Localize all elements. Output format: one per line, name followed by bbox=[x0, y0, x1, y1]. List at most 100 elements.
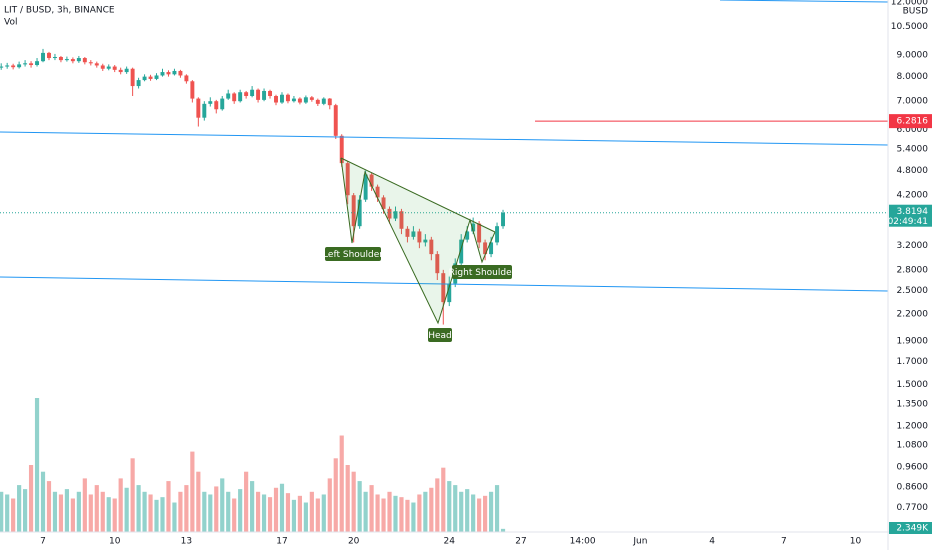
y-tick-label: 10.5000 bbox=[891, 22, 928, 32]
volume-title: Vol bbox=[4, 18, 17, 28]
volume-bar bbox=[483, 495, 488, 532]
volume-bar bbox=[172, 502, 177, 532]
volume-bar bbox=[303, 502, 308, 532]
candle-body bbox=[381, 197, 386, 209]
candle-body bbox=[417, 231, 422, 243]
x-tick-label: 13 bbox=[181, 537, 192, 547]
candle-body bbox=[250, 89, 255, 97]
candle-body bbox=[268, 90, 273, 97]
volume-bar bbox=[148, 494, 153, 532]
y-tick-label: 2.5000 bbox=[897, 286, 929, 296]
x-tick-label: 4 bbox=[709, 537, 715, 547]
volume-bar bbox=[202, 491, 207, 532]
candle-body bbox=[351, 195, 356, 227]
volume-bar bbox=[100, 491, 105, 532]
candle-body bbox=[35, 61, 40, 66]
candle-body bbox=[94, 63, 99, 66]
volume-bar bbox=[220, 478, 225, 532]
candle-body bbox=[5, 65, 10, 67]
candle-body bbox=[0, 66, 4, 68]
candle-body bbox=[429, 239, 434, 255]
y-tick-label: 1.7000 bbox=[897, 357, 929, 367]
volume-bar bbox=[34, 398, 40, 532]
volume-bar bbox=[369, 485, 374, 532]
volume-bar bbox=[244, 471, 249, 532]
candle-body bbox=[423, 239, 428, 243]
candle-body bbox=[489, 242, 494, 255]
candle-body bbox=[321, 98, 326, 104]
volume-bar bbox=[477, 498, 482, 532]
candle-body bbox=[435, 254, 440, 274]
candle-body bbox=[274, 96, 278, 103]
candle-body bbox=[501, 212, 505, 227]
pattern-label: Left Shoulder bbox=[323, 250, 383, 260]
y-tick-label: 1.5000 bbox=[897, 380, 929, 390]
volume-bar bbox=[166, 481, 171, 532]
candle-body bbox=[363, 174, 368, 200]
volume-bar bbox=[58, 494, 64, 532]
volume-bar bbox=[94, 485, 99, 532]
volume-bar bbox=[315, 498, 320, 532]
volume-bar bbox=[17, 485, 22, 532]
candle-body bbox=[118, 69, 123, 73]
candle-body bbox=[220, 98, 225, 110]
y-tick-label: 4.8000 bbox=[897, 166, 929, 176]
candle-body bbox=[52, 56, 57, 59]
volume-bar bbox=[405, 499, 410, 532]
candle-body bbox=[88, 62, 93, 64]
volume-bar bbox=[136, 485, 141, 532]
candle-body bbox=[369, 174, 374, 187]
volume-bar bbox=[142, 491, 147, 532]
price-line-box bbox=[889, 114, 932, 129]
volume-bar bbox=[345, 465, 350, 532]
x-tick-label: 14:00 bbox=[570, 537, 596, 547]
candle-body bbox=[309, 97, 314, 100]
candle-body bbox=[477, 223, 482, 243]
volume-bar bbox=[130, 458, 135, 532]
candle-body bbox=[232, 93, 237, 102]
y-tick-label: 0.7700 bbox=[897, 503, 929, 513]
x-tick-label: 10 bbox=[109, 537, 121, 547]
candle-body bbox=[339, 135, 344, 164]
candle-body bbox=[136, 80, 141, 87]
volume-bar bbox=[112, 498, 117, 532]
volume-bar bbox=[64, 489, 70, 532]
candle-body bbox=[166, 72, 171, 75]
candle-body bbox=[238, 92, 243, 102]
candle-body bbox=[303, 97, 308, 103]
pattern-fill bbox=[341, 158, 495, 323]
price-line-label: 6.2816 bbox=[897, 117, 929, 127]
candle-body bbox=[106, 66, 111, 69]
volume-bar bbox=[273, 487, 279, 532]
y-tick-label: 1.9000 bbox=[897, 337, 929, 347]
volume-bar bbox=[435, 478, 440, 532]
volume-bar bbox=[255, 491, 261, 532]
candle-body bbox=[441, 273, 446, 303]
candle-body bbox=[58, 56, 63, 61]
candle-body bbox=[70, 59, 75, 62]
y-tick-label: 1.2000 bbox=[897, 421, 929, 431]
trend-line bbox=[719, 0, 889, 3]
volume-bar bbox=[226, 491, 231, 532]
volume-bar bbox=[11, 498, 16, 532]
volume-bar bbox=[459, 491, 464, 532]
volume-bar bbox=[178, 491, 183, 532]
candle-body bbox=[196, 98, 201, 118]
volume-bar bbox=[261, 494, 267, 532]
candle-body bbox=[142, 76, 147, 81]
volume-bar bbox=[339, 435, 344, 532]
volume-bar bbox=[465, 489, 470, 532]
volume-bar bbox=[333, 458, 338, 532]
candle-body bbox=[130, 68, 135, 87]
volume-bar bbox=[285, 493, 291, 532]
x-tick-label: 7 bbox=[781, 537, 787, 547]
x-tick-label: 27 bbox=[515, 537, 526, 547]
candle-body bbox=[447, 283, 452, 303]
volume-bar bbox=[393, 495, 398, 532]
volume-bar bbox=[88, 494, 93, 532]
volume-bar bbox=[321, 494, 326, 532]
volume-bar bbox=[214, 486, 219, 532]
volume-bar bbox=[154, 499, 159, 532]
volume-bar bbox=[76, 491, 81, 532]
x-tick-label: 24 bbox=[444, 537, 456, 547]
